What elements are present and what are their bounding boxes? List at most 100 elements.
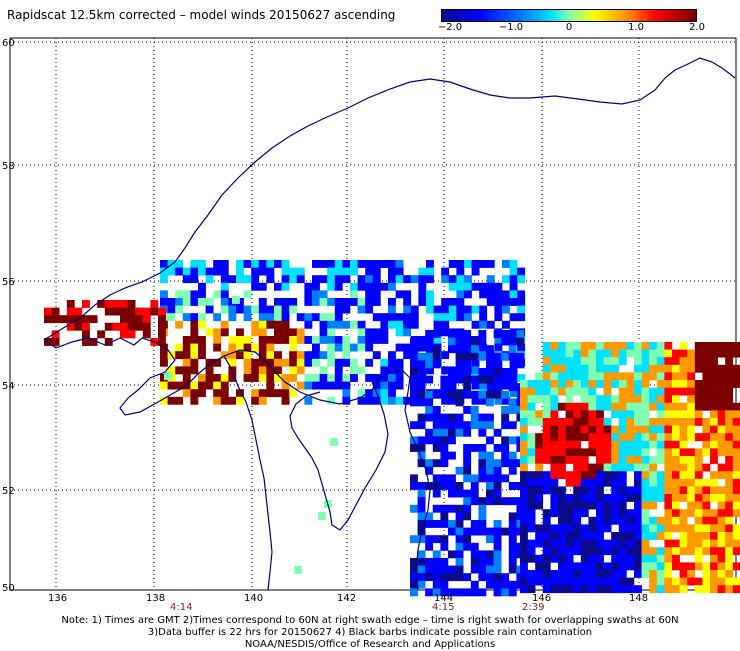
wind-cell	[527, 486, 536, 495]
wind-cell	[550, 410, 559, 419]
wind-cell	[508, 580, 517, 589]
wind-cell	[350, 267, 358, 276]
wind-cell	[596, 532, 604, 540]
wind-cell	[664, 456, 673, 464]
wind-cell	[588, 433, 597, 442]
wind-cell	[611, 585, 620, 594]
wind-cell	[694, 547, 703, 556]
wind-cell	[425, 565, 434, 574]
wind-cell	[710, 532, 718, 540]
wind-cell	[167, 381, 176, 390]
wind-cell	[342, 351, 351, 360]
wind-cell	[596, 486, 604, 495]
wind-cell	[573, 349, 582, 358]
wind-cell	[296, 351, 305, 360]
wind-cell	[618, 494, 627, 502]
wind-cell	[732, 471, 740, 480]
wind-cell	[312, 343, 320, 352]
wind-cell	[304, 298, 313, 306]
wind-cell	[478, 474, 487, 483]
wind-cell	[493, 474, 502, 483]
wind-cell	[258, 396, 267, 405]
wind-cell	[205, 358, 214, 367]
wind-cell	[274, 374, 282, 382]
wind-cell	[588, 418, 597, 426]
wind-cell	[641, 524, 650, 533]
wind-cell	[520, 456, 528, 464]
wind-cell	[535, 471, 544, 480]
wind-cell	[550, 554, 559, 563]
wind-cell	[550, 494, 559, 502]
wind-cell	[520, 547, 528, 556]
wind-cell	[527, 494, 536, 502]
wind-cell	[596, 456, 604, 464]
wind-cell	[236, 336, 244, 344]
wind-cell	[672, 494, 680, 502]
wind-cell	[493, 482, 502, 490]
wind-cell	[334, 305, 343, 314]
lon-label-144: 144	[434, 593, 453, 604]
wind-cell	[550, 585, 559, 594]
wind-cell	[596, 425, 604, 434]
wind-cell	[486, 466, 494, 475]
wind-cell	[236, 396, 244, 405]
wind-cell	[432, 428, 441, 437]
wind-cell	[626, 554, 635, 563]
wind-cell	[479, 260, 488, 268]
wind-cell	[232, 296, 240, 304]
wind-cell	[664, 433, 673, 442]
wind-cell	[573, 342, 582, 350]
wind-cell	[448, 275, 457, 284]
wind-cell	[672, 509, 680, 518]
wind-cell	[626, 524, 635, 533]
wind-cell	[120, 300, 128, 308]
wind-cell	[672, 433, 680, 442]
wind-cell	[418, 275, 427, 284]
wind-cell	[687, 357, 696, 366]
wind-cell	[448, 421, 456, 430]
wind-cell	[501, 444, 510, 452]
wind-cell	[167, 305, 176, 314]
wind-cell	[455, 337, 464, 346]
wind-cell	[679, 410, 688, 419]
wind-cell	[334, 343, 343, 352]
wind-cell	[258, 358, 267, 367]
wind-cell	[432, 558, 441, 566]
wind-cell	[380, 358, 389, 367]
wind-cell	[710, 410, 718, 419]
wind-cell	[508, 535, 517, 544]
wind-cell	[190, 336, 199, 344]
wind-cell	[486, 459, 494, 468]
wind-cell	[236, 328, 244, 337]
wind-cell	[558, 463, 566, 472]
wind-cell	[289, 298, 298, 306]
wind-cell	[243, 260, 252, 268]
wind-cell	[687, 410, 696, 419]
wind-cell	[220, 396, 229, 405]
wind-cell	[725, 509, 734, 518]
wind-cell	[664, 494, 673, 502]
wind-cell	[120, 330, 128, 339]
wind-cell	[342, 343, 351, 352]
wind-cell	[502, 290, 510, 299]
wind-cell	[649, 478, 658, 487]
wind-cell	[565, 577, 574, 586]
wind-cell	[679, 342, 688, 350]
wind-cell	[717, 585, 726, 594]
colorbar-label-neg2: −2.0	[437, 22, 463, 33]
wind-cell	[502, 381, 510, 390]
wind-cell	[694, 532, 703, 540]
wind-cell	[327, 282, 336, 291]
wind-cell	[611, 539, 620, 548]
wind-cell	[520, 585, 528, 594]
wind-cell	[603, 402, 612, 411]
wind-cell	[694, 387, 703, 396]
wind-cell	[508, 451, 517, 460]
wind-cell	[717, 547, 726, 556]
wind-cell	[190, 351, 199, 360]
wind-cell	[732, 433, 740, 442]
wind-cell	[565, 387, 574, 396]
wind-cell	[142, 322, 151, 331]
wind-cell	[649, 387, 658, 396]
wind-cell	[501, 580, 510, 589]
